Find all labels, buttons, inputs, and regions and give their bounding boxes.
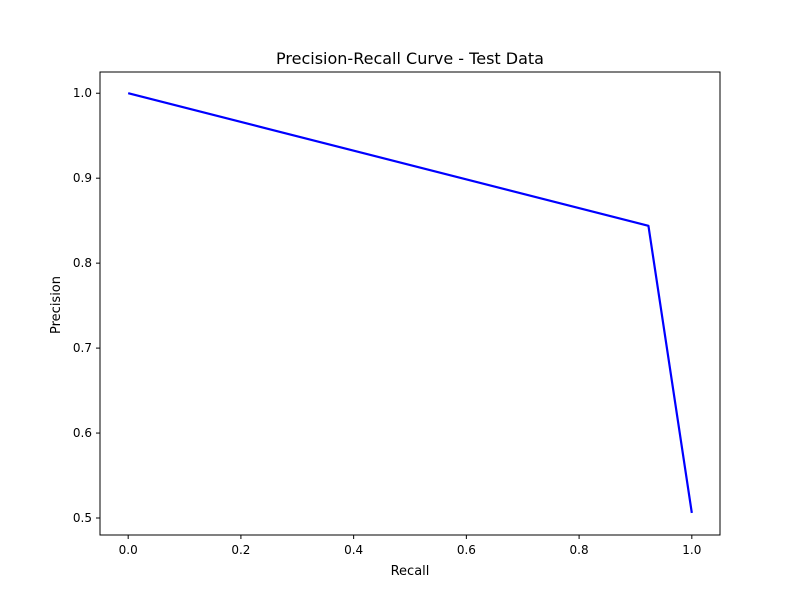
x-tick-label: 0.0 — [119, 543, 138, 557]
chart-title: Precision-Recall Curve - Test Data — [276, 49, 544, 68]
y-tick-label: 1.0 — [73, 86, 92, 100]
y-tick-label: 0.8 — [73, 256, 92, 270]
x-tick-label: 1.0 — [682, 543, 701, 557]
x-tick-label: 0.2 — [231, 543, 250, 557]
x-axis-ticks: 0.0 0.2 0.4 0.6 0.8 1.0 — [119, 535, 701, 557]
x-tick-label: 0.4 — [344, 543, 363, 557]
x-tick-label: 0.8 — [570, 543, 589, 557]
y-tick-label: 0.6 — [73, 426, 92, 440]
series-layer — [127, 92, 693, 514]
y-axis-ticks: 0.5 0.6 0.7 0.8 0.9 1.0 — [73, 86, 100, 525]
series-line — [127, 92, 693, 514]
x-tick-label: 0.6 — [457, 543, 476, 557]
plot-area — [99, 71, 721, 536]
y-tick-label: 0.9 — [73, 171, 92, 185]
y-tick-label: 0.5 — [73, 511, 92, 525]
y-axis-label: Precision — [49, 276, 64, 334]
y-tick-label: 0.7 — [73, 341, 92, 355]
plot-frame — [99, 71, 721, 536]
x-axis-label: Recall — [391, 564, 430, 579]
